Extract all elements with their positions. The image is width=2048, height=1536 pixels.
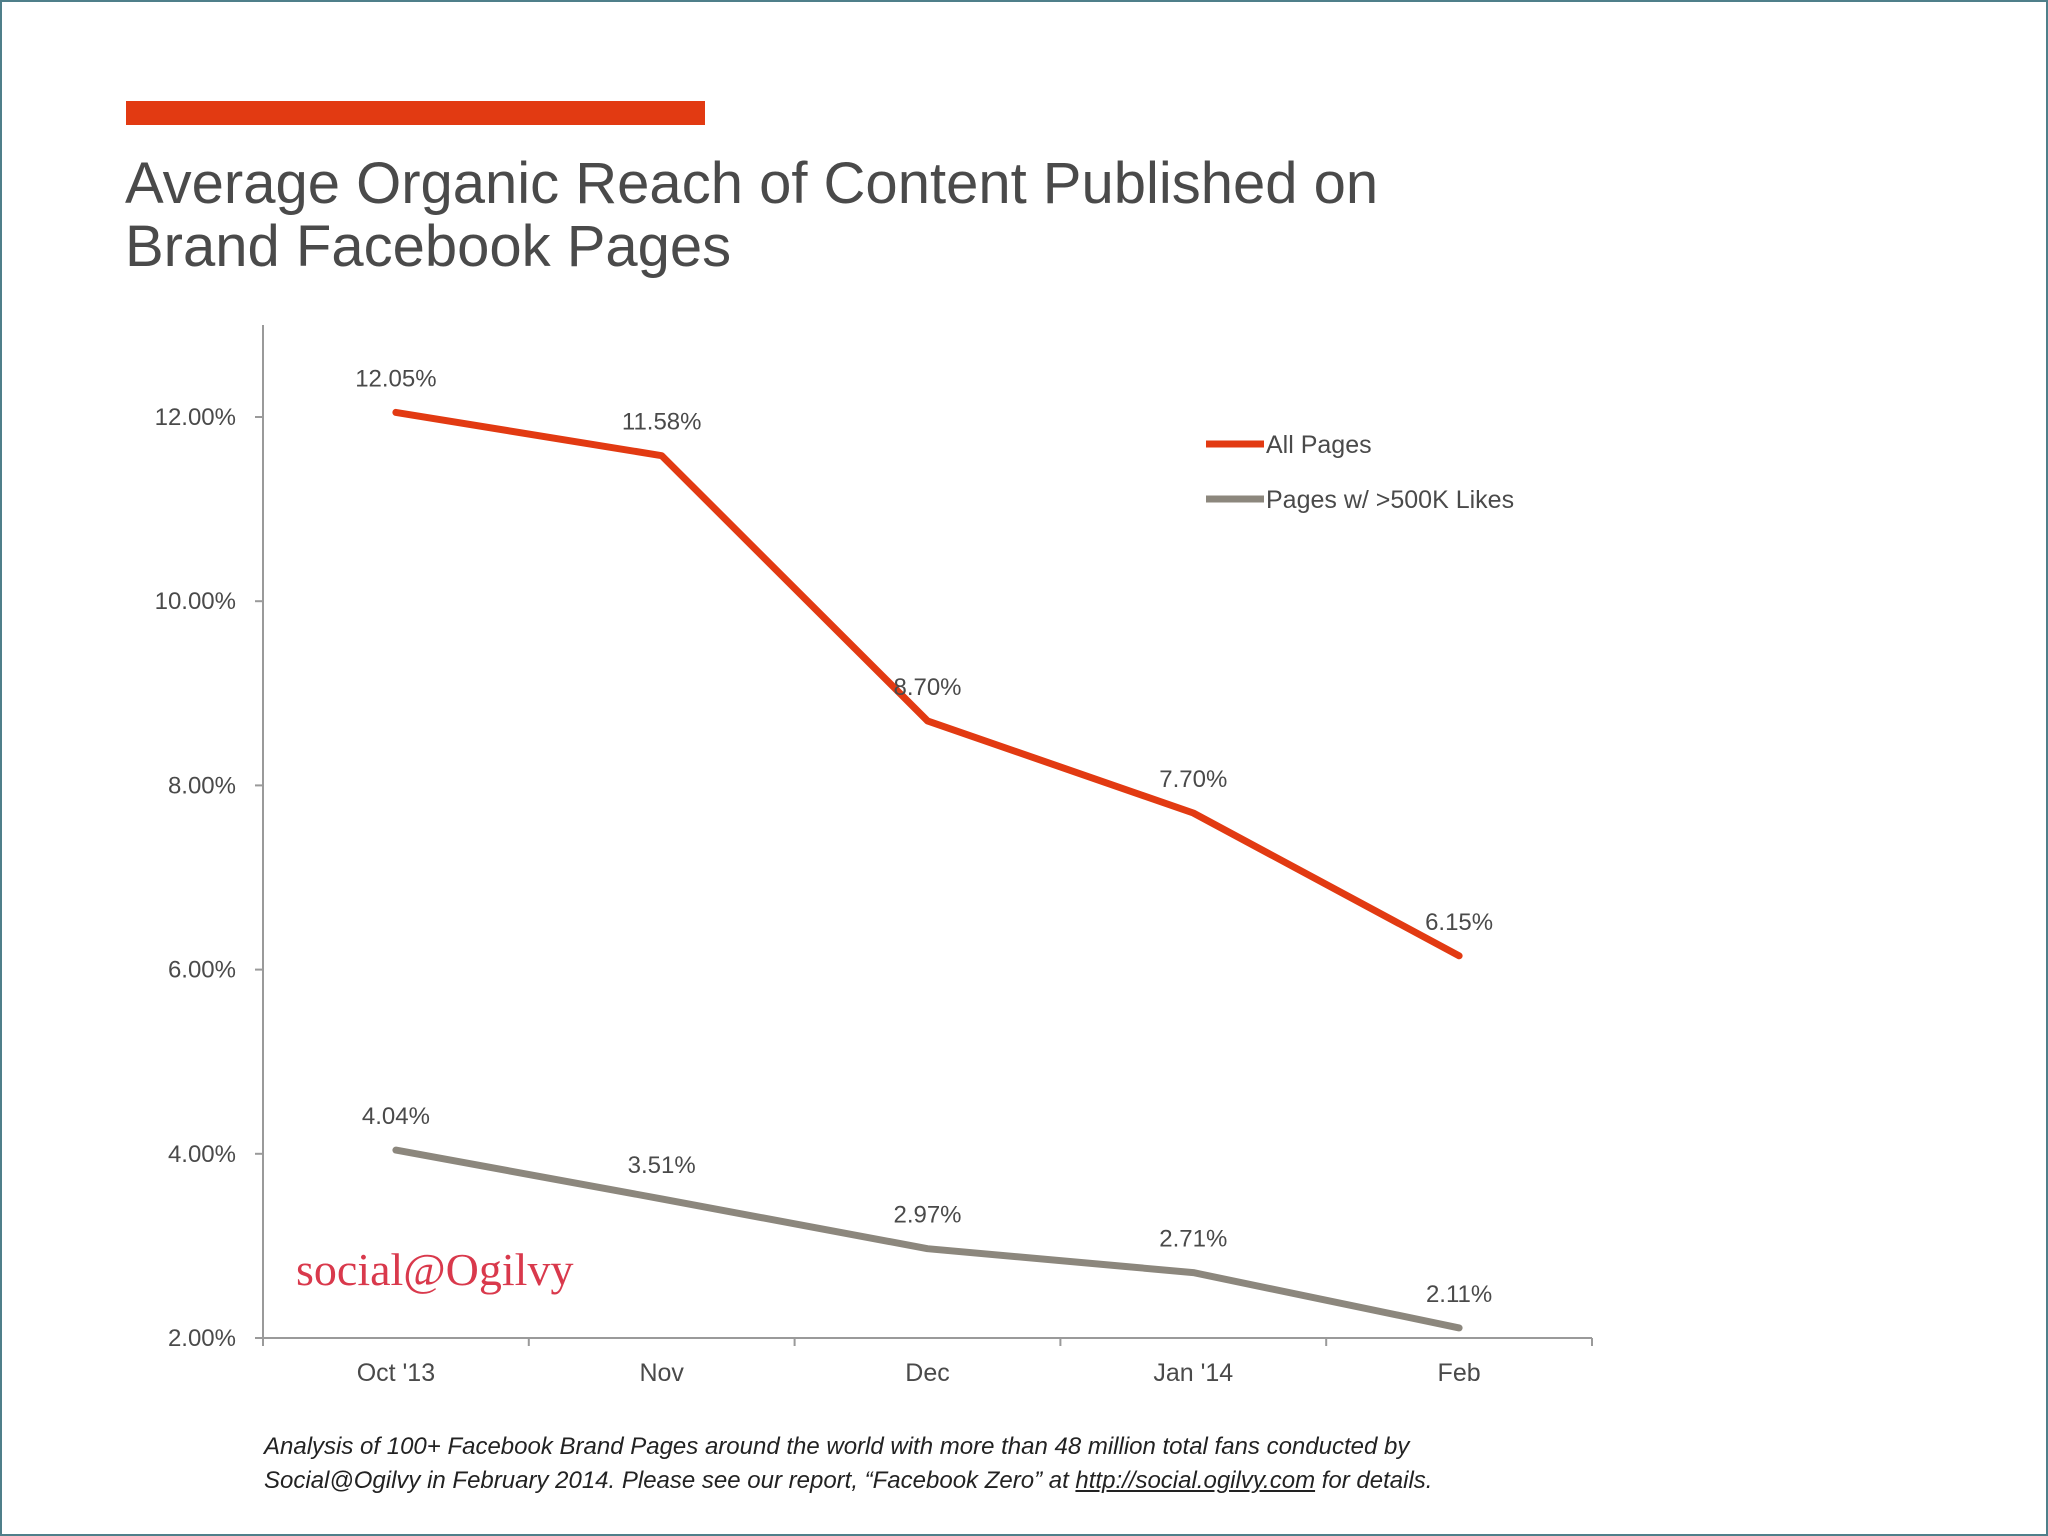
- legend-label: Pages w/ >500K Likes: [1266, 486, 1514, 514]
- series-lines: [392, 408, 1463, 1332]
- chart-title-line-2: Brand Facebook Pages: [125, 214, 732, 279]
- series-line-all-pages: [392, 408, 1463, 960]
- y-tick-label: 4.00%: [168, 1141, 236, 1168]
- x-tick-label: Feb: [1438, 1359, 1481, 1387]
- chart-title: Average Organic Reach of Content Publish…: [125, 152, 1625, 278]
- y-tick-label: 6.00%: [168, 957, 236, 984]
- legend-label: All Pages: [1266, 431, 1372, 459]
- series-line-large-pages: [392, 1146, 1463, 1332]
- data-label: 2.11%: [1426, 1281, 1492, 1308]
- accent-bar: [126, 101, 705, 125]
- y-tick-label: 10.00%: [155, 588, 236, 615]
- data-label: 2.71%: [1159, 1226, 1227, 1253]
- footnote-line-2-prefix: Social@Ogilvy in February 2014. Please s…: [264, 1467, 1076, 1494]
- footnote-line-2: Social@Ogilvy in February 2014. Please s…: [264, 1464, 1944, 1498]
- x-tick-label: Dec: [905, 1359, 949, 1387]
- data-labels: 12.05% 11.58% 8.70% 7.70% 6.15% 4.04% 3.51% 2.9…: [355, 365, 1493, 1307]
- y-tick-label: 12.00%: [155, 404, 236, 431]
- brand-logo: social@Ogilvy: [296, 1244, 573, 1295]
- data-label: 11.58%: [622, 409, 702, 436]
- data-label: 8.70%: [893, 674, 961, 701]
- data-label: 7.70%: [1159, 766, 1227, 793]
- footnote-line-1: Analysis of 100+ Facebook Brand Pages ar…: [264, 1433, 1410, 1460]
- y-tick-label: 2.00%: [168, 1325, 236, 1352]
- chart-title-line-1: Average Organic Reach of Content Publish…: [125, 151, 1379, 216]
- footnote-line-2-suffix: for details.: [1315, 1467, 1433, 1494]
- legend: All Pages Pages w/ >500K Likes: [1206, 431, 1514, 514]
- report-link[interactable]: http://social.ogilvy.com: [1075, 1467, 1316, 1494]
- x-tick-label: Nov: [639, 1359, 684, 1387]
- footnote: Analysis of 100+ Facebook Brand Pages ar…: [264, 1430, 1944, 1498]
- x-tick-label: Oct '13: [357, 1359, 435, 1387]
- data-label: 4.04%: [362, 1103, 430, 1130]
- data-label: 6.15%: [1425, 909, 1493, 936]
- x-tick-label: Jan '14: [1153, 1359, 1233, 1387]
- y-tick-label: 8.00%: [168, 772, 236, 799]
- data-label: 12.05%: [355, 365, 436, 392]
- chart-axes: 2.00% 4.00% 6.00% 8.00% 10.00% 12.00% Oct '13 N…: [155, 325, 1593, 1387]
- data-label: 2.97%: [893, 1202, 961, 1229]
- data-label: 3.51%: [628, 1152, 696, 1179]
